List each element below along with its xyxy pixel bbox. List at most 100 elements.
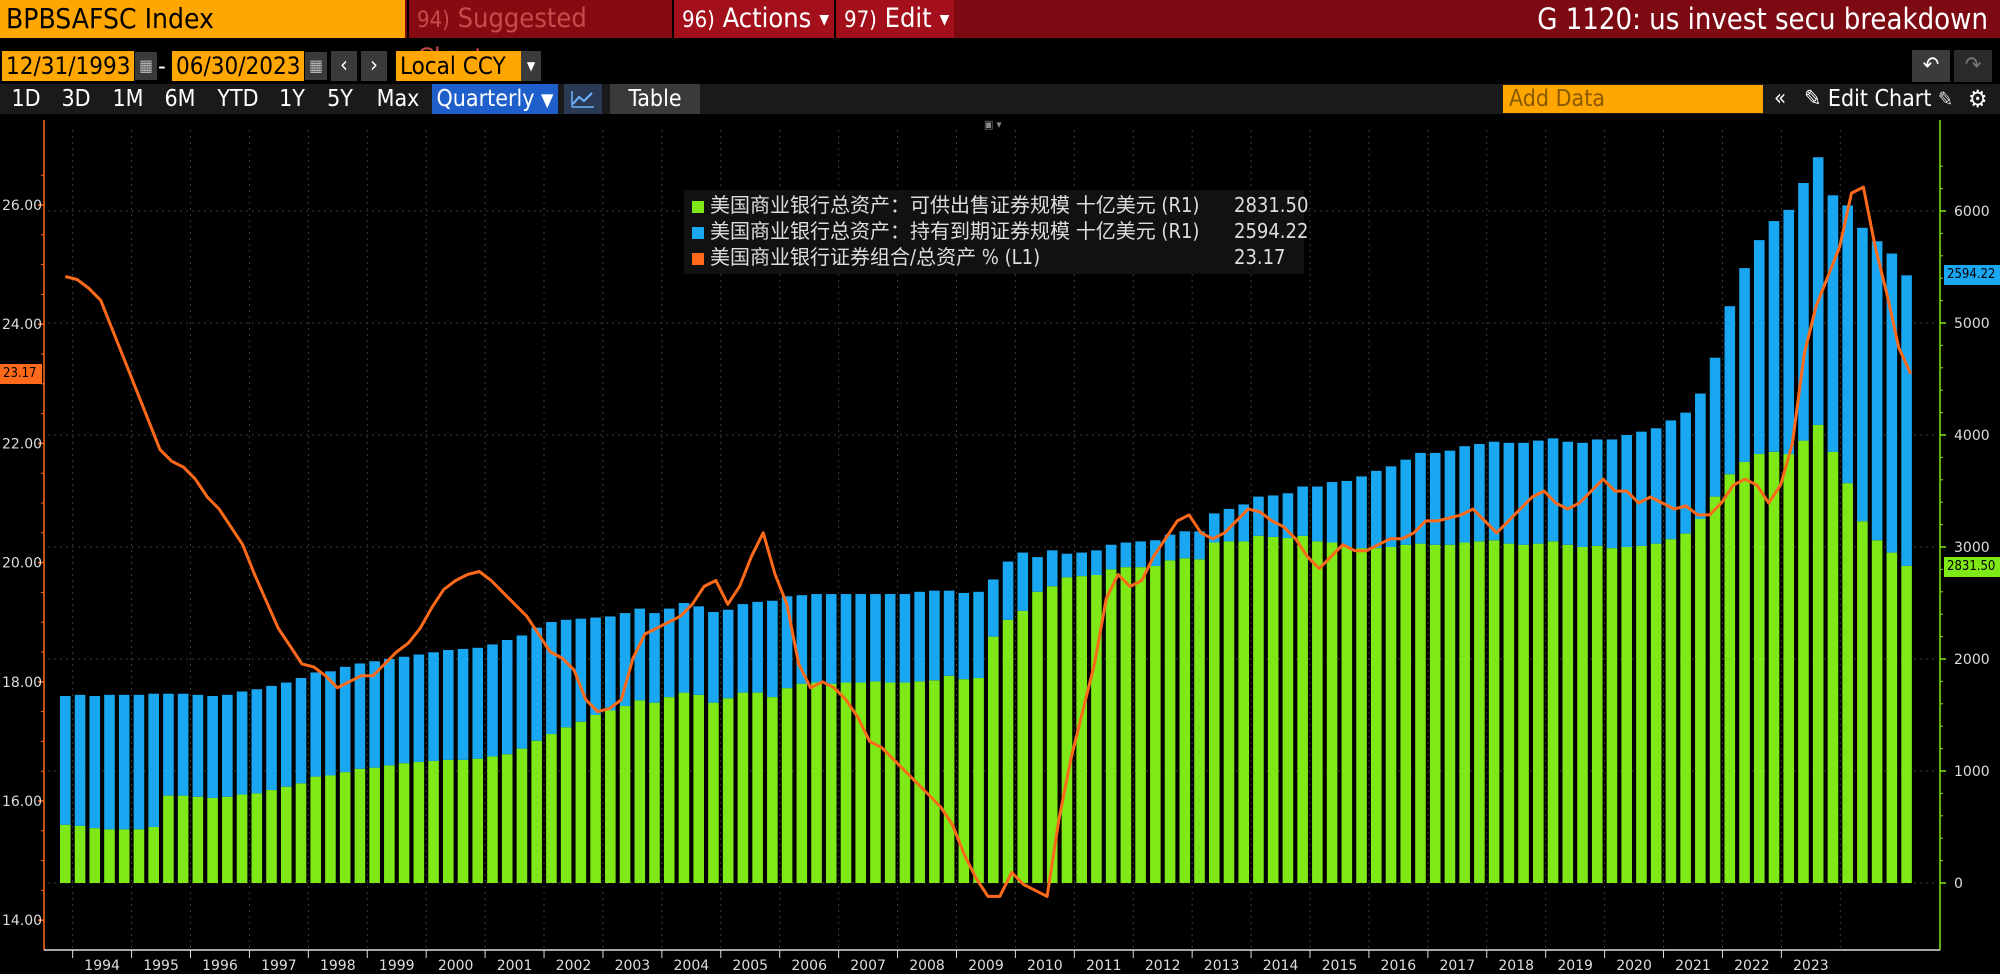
bar-htm (1474, 443, 1485, 542)
bar-afs (1871, 540, 1883, 883)
bar-afs (1665, 539, 1677, 883)
bar-afs (1208, 542, 1220, 883)
period-6m-button[interactable]: 6M (164, 86, 196, 112)
start-date-input[interactable]: 12/31/1993 (2, 51, 134, 81)
bar-afs (251, 793, 263, 883)
x-tick-label: 2014 (1263, 958, 1299, 974)
x-tick-label: 1994 (84, 958, 120, 974)
bar-afs (148, 827, 159, 883)
period-1m-button[interactable]: 1M (112, 86, 144, 112)
bar-afs (1400, 544, 1412, 883)
bar-afs (605, 710, 616, 883)
bar-afs (781, 688, 793, 883)
chart-options-toggle-icon[interactable]: ▣ ▾ (984, 118, 1002, 131)
bar-htm (74, 694, 86, 826)
bar-afs (163, 795, 174, 883)
bar-afs (177, 795, 189, 883)
edit-icon[interactable]: ✎ (1938, 87, 1954, 111)
ticker-field[interactable]: BPBSAFSC Index (0, 0, 405, 38)
bar-htm (1164, 534, 1176, 561)
bar-htm (958, 592, 970, 680)
edit-menu[interactable]: 97) Edit ▼ (834, 0, 954, 38)
bar-afs (1223, 541, 1235, 883)
right-tick-label: 3000 (1954, 540, 1990, 556)
x-tick-label: 2002 (556, 958, 592, 974)
suggested-charts-menu[interactable]: 94) Suggested Charts (407, 0, 672, 74)
x-tick-label: 2023 (1793, 958, 1829, 974)
bar-afs (1488, 540, 1500, 883)
legend-value: 2594.22 (1234, 219, 1309, 243)
bar-afs (1753, 454, 1765, 883)
bar-htm (1032, 557, 1043, 592)
bar-htm (811, 594, 822, 683)
bar-afs (1533, 543, 1544, 883)
period-ytd-button[interactable]: YTD (217, 86, 259, 112)
bar-afs (708, 702, 719, 883)
chevron-left-icon[interactable]: ‹ (331, 51, 357, 81)
end-date-input[interactable]: 06/30/2023 (172, 51, 304, 81)
bar-afs (207, 797, 218, 883)
calendar-icon[interactable]: ▦ (135, 52, 157, 80)
add-data-input[interactable] (1503, 85, 1763, 113)
bar-htm (1017, 552, 1029, 611)
bar-afs (1429, 544, 1441, 883)
redo-icon[interactable]: ↷ (1954, 50, 1992, 82)
x-tick-label: 2007 (850, 958, 886, 974)
bar-htm (767, 600, 778, 698)
period-max-button[interactable]: Max (376, 86, 420, 112)
edit-chart-button[interactable]: ✎ Edit Chart (1804, 84, 1931, 114)
x-tick-label: 1996 (202, 958, 238, 974)
bar-htm (693, 606, 705, 695)
bar-afs (295, 783, 307, 883)
period-1d-button[interactable]: 1D (11, 86, 41, 112)
bar-htm (295, 678, 307, 784)
bar-afs (192, 796, 204, 883)
left-tick-label: 26.00 (2, 198, 42, 214)
gear-icon[interactable]: ⚙ (1968, 85, 1988, 113)
left-tick-label: 20.00 (2, 556, 42, 572)
bar-afs (310, 776, 322, 883)
bar-htm (1547, 438, 1559, 542)
bar-htm (1768, 221, 1780, 452)
double-chevron-left-icon[interactable]: « (1773, 86, 1787, 111)
bar-htm (222, 694, 233, 797)
calendar-icon[interactable]: ▦ (305, 52, 327, 80)
currency-select[interactable]: Local CCY (396, 51, 521, 81)
bar-htm (840, 594, 852, 683)
bar-afs (1032, 591, 1043, 883)
bar-afs (988, 636, 999, 883)
bar-htm (1253, 496, 1264, 536)
bar-afs (1017, 610, 1029, 883)
legend-label: 美国商业银行总资产：持有到期证券规模 十亿美元 (R1) (710, 219, 1200, 243)
bar-htm (870, 594, 881, 682)
bar-afs (590, 715, 601, 883)
period-1y-button[interactable]: 1Y (279, 86, 305, 112)
last-value-tag-afs: 2831.50 (1944, 557, 2000, 577)
bar-afs (1812, 424, 1824, 883)
bar-afs (428, 760, 439, 883)
bar-afs (133, 829, 145, 883)
bar-afs (1650, 543, 1662, 883)
frequency-select[interactable]: Quarterly ▼ (432, 84, 558, 114)
x-tick-label: 1997 (261, 958, 297, 974)
chevron-right-icon[interactable]: › (361, 51, 387, 81)
table-button[interactable]: Table (610, 84, 700, 114)
bar-htm (428, 652, 439, 761)
menu-number: 96) (682, 8, 715, 33)
bar-htm (1120, 542, 1132, 568)
bar-afs (1444, 544, 1456, 883)
undo-icon[interactable]: ↶ (1912, 50, 1950, 82)
line-chart-icon[interactable] (564, 84, 602, 114)
period-5y-button[interactable]: 5Y (327, 86, 353, 112)
caret-down-icon[interactable]: ▼ (521, 51, 541, 81)
period-3d-button[interactable]: 3D (61, 86, 91, 112)
legend-label: 美国商业银行证券组合/总资产 % (L1) (710, 245, 1041, 269)
bar-afs (649, 702, 660, 883)
bar-htm (1444, 450, 1456, 545)
actions-menu[interactable]: 96) Actions ▼ (672, 0, 834, 38)
bar-afs (663, 697, 675, 883)
bar-afs (1842, 483, 1853, 883)
bar-afs (1901, 565, 1912, 883)
bar-afs (1724, 474, 1736, 883)
bar-afs (1135, 567, 1146, 883)
